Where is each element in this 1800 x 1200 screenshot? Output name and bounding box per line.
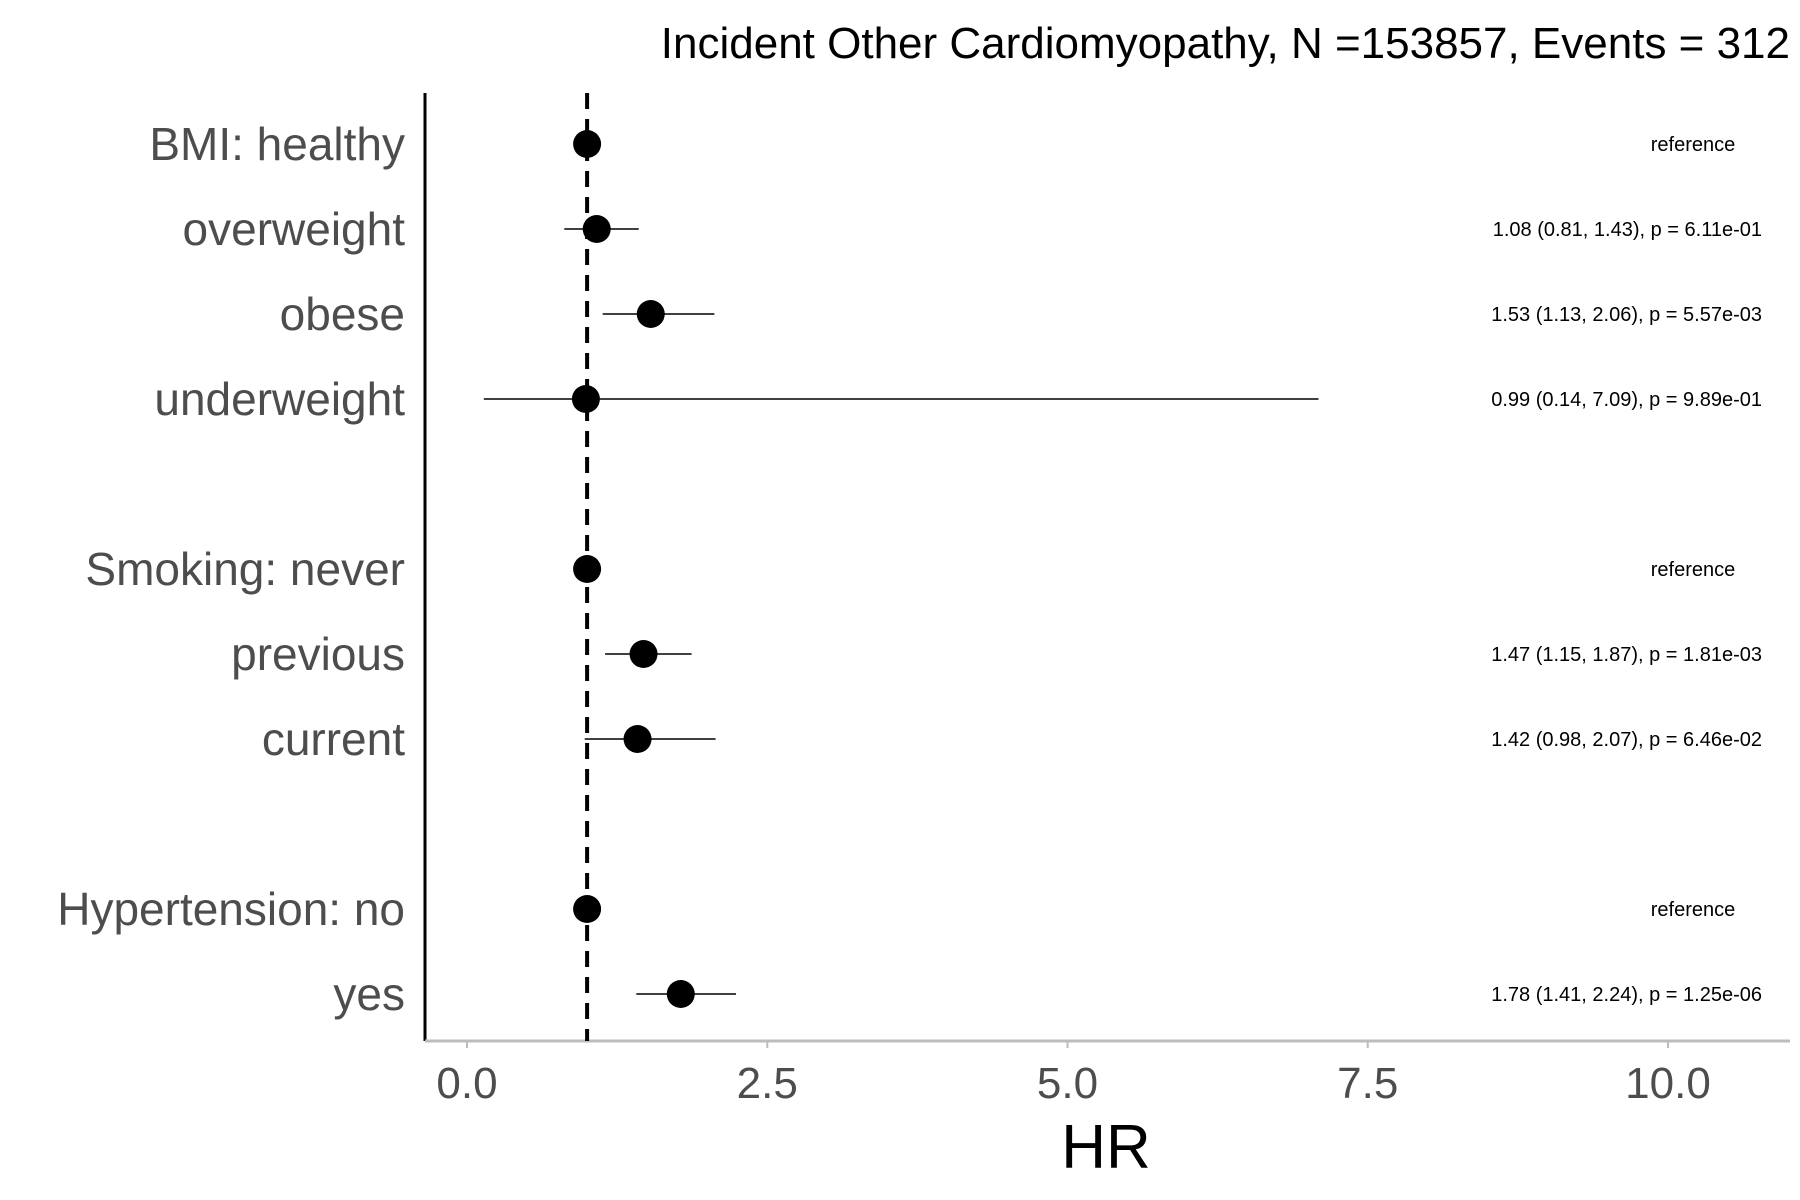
hr-point	[573, 555, 602, 583]
x-tick-label: 7.5	[1337, 1059, 1398, 1108]
row-label: Hypertension: no	[57, 883, 405, 935]
forest-row: underweight 0.99 (0.14, 7.09), p = 9.89e-…	[154, 373, 1762, 425]
forest-row: current 1.42 (0.98, 2.07), p = 6.46e-02	[262, 713, 1762, 765]
forest-row: yes 1.78 (1.41, 2.24), p = 1.25e-06	[333, 968, 1762, 1020]
forest-row: Smoking: never reference	[85, 543, 1735, 595]
hr-point	[573, 895, 602, 923]
chart-title: Incident Other Cardiomyopathy, N =153857…	[661, 19, 1790, 68]
x-tick-label: 0.0	[436, 1059, 497, 1108]
row-annotation: reference	[1651, 899, 1736, 921]
x-axis-title: HR	[1061, 1113, 1151, 1182]
forest-row: overweight 1.08 (0.81, 1.43), p = 6.11e-0…	[183, 203, 1762, 255]
forest-row: obese 1.53 (1.13, 2.06), p = 5.57e-03	[280, 288, 1762, 340]
x-tick-label: 5.0	[1037, 1059, 1098, 1108]
x-tick-label: 2.5	[737, 1059, 798, 1108]
forest-row: Hypertension: no reference	[57, 883, 1735, 935]
row-label: previous	[231, 628, 405, 680]
hr-point	[666, 980, 695, 1008]
row-annotation: 1.42 (0.98, 2.07), p = 6.46e-02	[1491, 729, 1762, 751]
row-label: Smoking: never	[85, 543, 405, 595]
hr-point	[636, 300, 665, 328]
row-annotation: reference	[1651, 559, 1736, 581]
hr-point	[571, 385, 600, 413]
row-label: BMI: healthy	[149, 118, 405, 170]
row-label: current	[262, 713, 405, 765]
hr-point	[582, 215, 611, 243]
row-annotation: 1.78 (1.41, 2.24), p = 1.25e-06	[1491, 984, 1762, 1006]
x-tick-label: 10.0	[1625, 1059, 1711, 1108]
row-annotation: 1.08 (0.81, 1.43), p = 6.11e-01	[1493, 219, 1762, 241]
hr-point	[629, 640, 658, 668]
row-annotation: 1.53 (1.13, 2.06), p = 5.57e-03	[1491, 304, 1762, 326]
row-label: yes	[333, 968, 405, 1020]
row-annotation: 0.99 (0.14, 7.09), p = 9.89e-01	[1491, 389, 1762, 411]
row-label: obese	[280, 288, 405, 340]
row-label: underweight	[154, 373, 405, 425]
forest-row: previous 1.47 (1.15, 1.87), p = 1.81e-03	[231, 628, 1762, 680]
forest-row: BMI: healthy reference	[149, 118, 1735, 170]
row-annotation: 1.47 (1.15, 1.87), p = 1.81e-03	[1491, 644, 1762, 666]
hr-point	[623, 725, 652, 753]
row-annotation: reference	[1651, 134, 1736, 156]
hr-point	[573, 130, 602, 158]
row-label: overweight	[183, 203, 406, 255]
